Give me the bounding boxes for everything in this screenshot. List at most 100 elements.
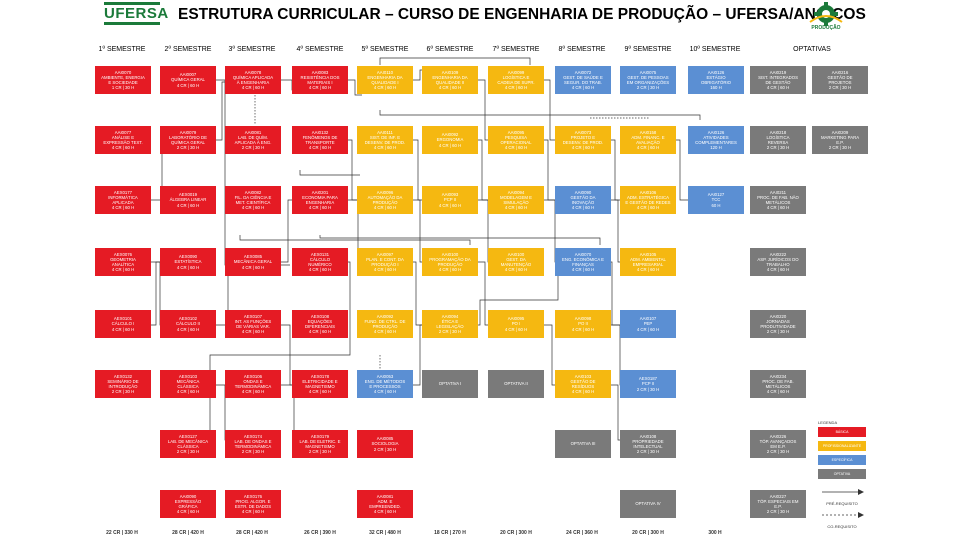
course-text: 2 CR | 30 H [766, 509, 790, 515]
course-code: AAI0096 [376, 189, 394, 195]
legend-prereq-label: PRÉ-REQUISITO [826, 501, 858, 506]
course-text: 4 CR | 60 H [504, 205, 528, 211]
course-text: 2 CR | 30 H [636, 85, 660, 91]
course-code: AEX0187 [638, 376, 658, 382]
semester-header-9: 9º SEMESTRE [624, 46, 672, 53]
course-text: 4 CR | 60 H [111, 205, 135, 211]
course-box: AAI0219 SIST. INTEGRADOS DE GESTÃO 4 CR | 6… [750, 66, 806, 94]
course-text: 2 CR | 30 H [636, 449, 660, 455]
course-box: AAI0126 ATIVIDADES COMPLEMENTARES 120 H [688, 126, 744, 154]
course-code: AEX0178 [310, 373, 330, 379]
course-box: AAI0108 PROPRIEDADE INTELECTUAL 2 CR | 30 H [620, 430, 676, 458]
course-text: PROC. DE FAB. NÃO [757, 194, 799, 200]
course-code: AAI0103 [574, 373, 592, 379]
course-text: E.P. [836, 140, 844, 145]
semester-header-6: 6º SEMESTRE [426, 46, 474, 53]
course-text: GESTÃO DA [570, 194, 596, 200]
course-code: OPTATIVA IV [635, 501, 661, 507]
course-text: 4 CR | 60 H [438, 267, 462, 273]
course-text: INFORMÁTICA [108, 194, 138, 200]
course-text: LOGÍSTICA E [502, 74, 530, 80]
course-text: E.P. [774, 504, 782, 509]
course-text: 4 CR | 60 H [438, 85, 462, 91]
course-text: FUND. DE CTRL. DE [364, 318, 406, 324]
course-box: AAI0007 QUÍMICA GERAL 4 CR | 60 H [160, 66, 216, 94]
course-text: 4 CR | 60 H [766, 85, 790, 91]
course-text: 2 CR | 30 H [176, 449, 200, 455]
course-box: AAI0053 ENG. DE MÉTODOS E PROCESSOS 4 CR | … [357, 370, 413, 398]
course-text: ÉTICA E [441, 318, 459, 324]
course-box: AAI0099 LOGÍSTICA E CADEIA DE SUPR. 4 CR | … [488, 66, 544, 94]
course-box: AAI0095 PESQUISA OPERACIONAL 4 CR | 60 H [488, 126, 544, 154]
course-text: ONDAS E [243, 378, 263, 384]
course-text: CÁLCULO I [111, 321, 135, 327]
course-text: 4 CR | 60 H [176, 264, 200, 270]
course-text: TERMODINÂMICA [234, 444, 272, 449]
course-text: 2 CR | 30 H [766, 145, 790, 151]
course-text: PROG. ALGOR. E [235, 498, 271, 504]
course-text: PO I [511, 321, 521, 327]
course-code: AEX0102 [178, 316, 198, 322]
course-text: 4 CR | 60 H [636, 205, 660, 211]
course-text: 2 CR | 30 H [828, 85, 852, 91]
semester-header-4: 4º SEMESTRE [296, 46, 344, 53]
course-box: AAI0216 GESTÃO DE PROJETOS 2 CR | 30 H [812, 66, 868, 94]
course-text: PROJETOS [828, 80, 852, 85]
course-box: AAI0070 ENG. ECONÔMICA E FINANÇAS 4 CR | 60… [555, 248, 611, 276]
course-code: AAI0070 [574, 251, 592, 257]
course-box: AAI0098 PO II 4 CR | 60 H [555, 310, 611, 338]
course-text: TERMODINÂMICA [234, 384, 272, 389]
course-text: JORNADAS [766, 318, 790, 324]
course-text: DIFERENCIAIS [304, 324, 336, 329]
producao-logo: PRODUÇÃO [806, 2, 846, 36]
course-text: MARKETING PARA [820, 134, 860, 140]
course-code: AAI0079 [179, 129, 197, 135]
course-text: GEOMETRIA [110, 256, 136, 262]
semester-total-8: 24 CR | 360 H [566, 530, 598, 536]
course-text: OBRIGATÓRIO [700, 80, 731, 85]
course-text: MATERIAIS I [307, 80, 333, 85]
course-text: ENGENHARIA DA [367, 74, 403, 80]
semester-total-4: 26 CR | 390 H [304, 530, 336, 536]
course-text: 4 CR | 60 H [308, 145, 332, 151]
course-box: AAI0070 AMBIENTE, ENERGIA E SOCIEDADE 1 CR … [95, 66, 151, 94]
course-text: CLÁSSICA [177, 384, 199, 389]
ufersa-logo: UFERSA [104, 2, 168, 25]
course-text: SIST. DE INF. E [369, 134, 401, 140]
course-box: AAI0227 TÓP. ESPECIAIS EM E.P. 2 CR | 30 H [750, 490, 806, 518]
course-box: AAI0092 FUND. DE CTRL. DE PRODUÇÃO 4 CR | 6… [357, 310, 413, 338]
course-code: AEX0019 [178, 192, 198, 198]
course-text: 60 H [711, 202, 721, 208]
course-text: LAB. DE ONDAS E [234, 438, 272, 444]
course-box: OPTATIVA III [555, 430, 611, 458]
course-box: AAI0079 LABORATÓRIO DE QUÍMICA GERAL 2 CR |… [160, 126, 216, 154]
course-code: AAI0227 [769, 493, 787, 499]
course-code: AAI0077 [114, 129, 132, 135]
course-box: OPTATIVA II [488, 370, 544, 398]
course-text: ESTÁGIO [706, 74, 726, 80]
semester-header-11: OPTATIVAS [793, 46, 831, 53]
course-text: CÁLCULO II [176, 321, 200, 327]
course-text: 1 CR | 30 H [111, 85, 135, 91]
course-text: 4 CR | 60 H [308, 329, 332, 335]
course-text: PCP II [443, 197, 457, 203]
course-text: ADM. E [377, 498, 393, 504]
course-box: AAI0090 EXPRESSÃO GRÁFICA 4 CR | 60 H [160, 490, 216, 518]
course-box: AAI0158 ADM. FINANC. E AVALIAÇÃO 4 CR | 60 … [620, 126, 676, 154]
course-box: AAI0111 SIST. DE INF. E DESENV. DE PROD. 4 … [357, 126, 413, 154]
course-code: AAI0070 [114, 69, 132, 75]
course-code: AAI0220 [769, 313, 787, 319]
course-text: QUALIDADE I [371, 80, 399, 85]
course-text: ENG. DE MÉTODOS [364, 378, 406, 384]
course-text: FIL. DA CIÊNCIA E [234, 194, 272, 200]
semester-total-5: 32 CR | 480 H [369, 530, 401, 536]
course-code: AAI0092 [376, 313, 394, 319]
course-text: 4 CR | 60 H [766, 389, 790, 395]
course-code: AAI0132 [311, 129, 329, 135]
course-text: MAGNETISMO [305, 384, 335, 389]
course-text: EMPRESARIAL [632, 262, 664, 267]
course-text: SIST. INTEGRADOS [758, 74, 798, 80]
course-text: ADM. ESTRATÉGICA [627, 194, 669, 200]
course-text: 4 CR | 60 H [111, 326, 135, 332]
